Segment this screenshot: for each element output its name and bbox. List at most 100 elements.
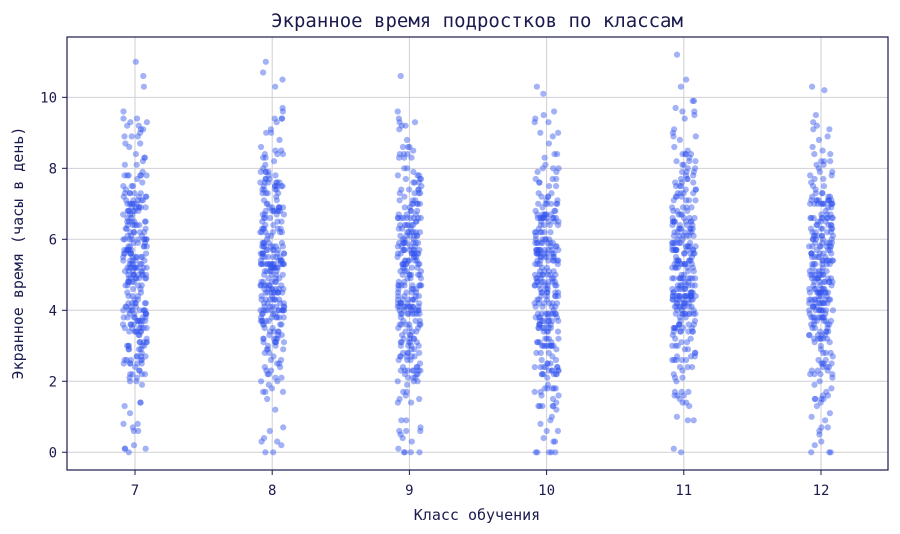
data-point-grade-12 bbox=[817, 371, 824, 378]
data-point-grade-10 bbox=[550, 385, 558, 392]
data-point-grade-11 bbox=[679, 296, 686, 303]
data-point-grade-9 bbox=[406, 332, 413, 339]
data-point-grade-8 bbox=[262, 58, 269, 65]
data-point-grade-12 bbox=[816, 253, 823, 261]
data-point-grade-8 bbox=[257, 143, 265, 151]
data-point-grade-12 bbox=[820, 175, 827, 183]
data-point-grade-12 bbox=[827, 200, 834, 207]
data-point-grade-12 bbox=[818, 360, 825, 367]
data-point-grade-10 bbox=[539, 303, 546, 310]
data-point-grade-11 bbox=[684, 165, 691, 172]
data-point-grade-8 bbox=[262, 222, 269, 229]
data-point-grade-12 bbox=[810, 183, 817, 190]
data-point-grade-7 bbox=[138, 356, 145, 364]
data-point-grade-12 bbox=[808, 367, 815, 374]
data-point-grade-10 bbox=[550, 253, 557, 261]
data-point-grade-7 bbox=[135, 204, 142, 211]
data-point-grade-10 bbox=[536, 403, 543, 410]
data-point-grade-8 bbox=[268, 264, 276, 271]
data-point-grade-8 bbox=[261, 151, 268, 158]
data-point-grade-12 bbox=[812, 296, 819, 303]
data-point-grade-10 bbox=[539, 371, 546, 378]
data-point-grade-9 bbox=[415, 239, 422, 246]
data-point-grade-11 bbox=[688, 261, 696, 268]
data-point-grade-10 bbox=[552, 293, 559, 300]
data-point-grade-9 bbox=[415, 307, 422, 314]
data-point-grade-8 bbox=[276, 207, 284, 214]
data-point-grade-12 bbox=[818, 293, 825, 300]
data-point-grade-11 bbox=[685, 328, 692, 335]
data-point-grade-9 bbox=[397, 232, 404, 239]
data-point-grade-8 bbox=[278, 239, 285, 246]
data-point-grade-12 bbox=[816, 431, 823, 438]
data-point-grade-8 bbox=[262, 154, 269, 161]
data-point-grade-11 bbox=[671, 239, 678, 246]
data-point-grade-8 bbox=[275, 246, 282, 254]
data-point-grade-7 bbox=[125, 207, 132, 214]
data-point-grade-8 bbox=[259, 310, 266, 317]
data-point-grade-7 bbox=[125, 342, 132, 349]
data-point-grade-12 bbox=[817, 328, 824, 335]
data-point-grade-10 bbox=[540, 342, 547, 349]
data-point-grade-12 bbox=[821, 317, 828, 324]
data-point-grade-9 bbox=[406, 186, 413, 193]
data-point-grade-7 bbox=[135, 122, 142, 129]
data-point-grade-9 bbox=[408, 438, 415, 445]
data-point-grade-7 bbox=[121, 268, 129, 275]
data-point-grade-10 bbox=[541, 154, 548, 161]
data-point-grade-12 bbox=[828, 275, 835, 282]
data-point-grade-10 bbox=[538, 278, 545, 285]
data-point-grade-10 bbox=[546, 183, 553, 190]
data-point-grade-12 bbox=[807, 371, 814, 378]
data-point-grade-7 bbox=[133, 204, 140, 211]
data-point-grade-10 bbox=[535, 403, 542, 410]
data-point-grade-12 bbox=[811, 324, 819, 332]
data-point-grade-8 bbox=[280, 314, 287, 321]
data-point-grade-10 bbox=[552, 289, 559, 296]
data-point-grade-11 bbox=[683, 232, 690, 239]
data-point-grade-7 bbox=[142, 218, 149, 225]
data-point-grade-7 bbox=[141, 239, 149, 246]
data-point-grade-9 bbox=[400, 239, 407, 246]
data-point-grade-9 bbox=[406, 232, 413, 239]
data-point-grade-10 bbox=[536, 339, 543, 346]
data-point-grade-9 bbox=[417, 175, 424, 183]
data-point-grade-10 bbox=[544, 250, 551, 257]
data-point-grade-8 bbox=[260, 307, 267, 314]
data-point-grade-12 bbox=[810, 321, 817, 328]
data-point-grade-10 bbox=[550, 250, 557, 257]
data-point-grade-8 bbox=[264, 307, 271, 314]
data-point-grade-12 bbox=[826, 239, 833, 246]
data-point-grade-12 bbox=[825, 193, 832, 200]
data-point-grade-10 bbox=[546, 449, 553, 456]
data-point-grade-7 bbox=[130, 271, 137, 278]
data-point-grade-7 bbox=[120, 253, 127, 261]
data-point-grade-11 bbox=[677, 282, 684, 289]
data-point-grade-9 bbox=[409, 328, 416, 335]
data-point-grade-11 bbox=[690, 246, 697, 254]
data-point-grade-12 bbox=[815, 289, 822, 296]
data-point-grade-9 bbox=[415, 214, 422, 222]
data-point-grade-9 bbox=[406, 204, 413, 211]
data-point-grade-9 bbox=[394, 300, 402, 307]
data-point-grade-8 bbox=[266, 268, 273, 275]
data-point-grade-10 bbox=[537, 257, 544, 264]
data-point-grade-7 bbox=[134, 353, 141, 360]
data-point-grade-7 bbox=[122, 445, 129, 452]
data-point-grade-10 bbox=[550, 214, 557, 222]
data-point-grade-8 bbox=[268, 271, 275, 278]
data-point-grade-11 bbox=[688, 218, 695, 225]
data-point-grade-8 bbox=[261, 271, 268, 278]
data-point-grade-8 bbox=[266, 204, 273, 211]
data-point-grade-12 bbox=[823, 328, 830, 335]
data-point-grade-10 bbox=[540, 328, 547, 335]
data-point-grade-7 bbox=[124, 214, 131, 222]
data-point-grade-11 bbox=[677, 261, 684, 268]
data-point-grade-7 bbox=[121, 133, 128, 140]
data-point-grade-10 bbox=[548, 342, 555, 349]
data-point-grade-12 bbox=[808, 314, 815, 321]
data-point-grade-12 bbox=[828, 250, 835, 257]
data-point-grade-8 bbox=[265, 317, 272, 324]
data-point-grade-10 bbox=[549, 317, 556, 324]
data-point-grade-8 bbox=[265, 253, 272, 261]
